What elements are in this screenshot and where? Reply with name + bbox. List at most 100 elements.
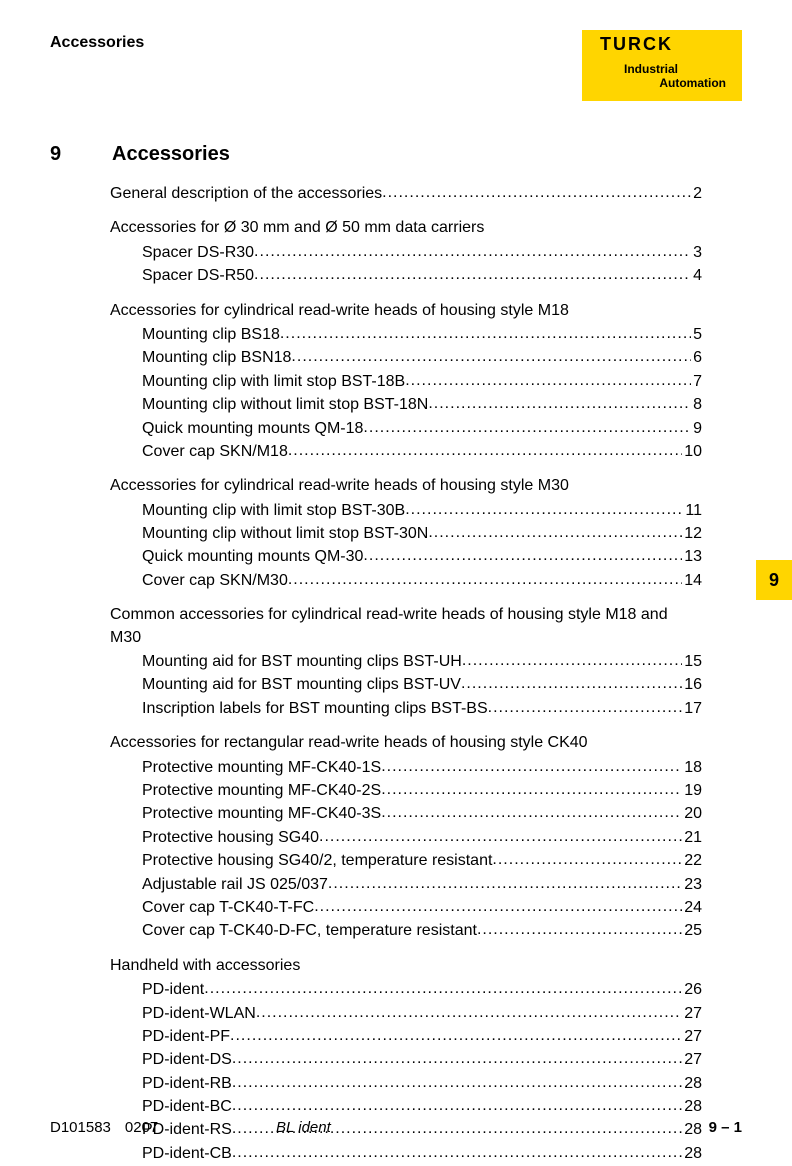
toc-entry-label: Protective housing SG40: [142, 827, 319, 849]
toc-leader-dots: [381, 779, 682, 795]
toc-entry-label: Cover cap T-CK40-D-FC, temperature resis…: [142, 920, 477, 942]
toc-entry: PD-ident 26: [142, 978, 702, 1001]
footer-page-number: 9 – 1: [709, 1119, 742, 1136]
toc-entry-page: 14: [682, 570, 702, 592]
toc-entry: Cover cap SKN/M1810: [142, 440, 702, 463]
toc-leader-dots: [488, 697, 683, 713]
brand-logo: TURCK Industrial Automation: [582, 30, 742, 101]
toc-section-heading: Accessories for cylindrical read-write h…: [110, 475, 702, 497]
toc-entry-label: Cover cap T-CK40-T-FC: [142, 897, 314, 919]
toc-entry: Mounting clip without limit stop BST-18N…: [142, 393, 702, 416]
toc-entry: Quick mounting mounts QM-189: [142, 417, 702, 440]
toc-entry-page: 13: [682, 546, 702, 568]
toc-entry: Mounting clip without limit stop BST-30N…: [142, 522, 702, 545]
footer-revision: 0207: [125, 1119, 158, 1136]
toc-section: Accessories for rectangular read-write h…: [70, 732, 702, 943]
toc-leader-dots: [291, 346, 691, 362]
toc-entry-page: 28: [682, 1096, 702, 1118]
toc-leader-dots: [232, 1048, 682, 1064]
toc-entry: Cover cap T-CK40-D-FC, temperature resis…: [142, 919, 702, 942]
toc-leader-dots: [254, 264, 691, 280]
toc-entry-label: PD-ident: [142, 979, 204, 1001]
toc-section-heading: Common accessories for cylindrical read-…: [110, 604, 702, 649]
toc-leader-dots: [462, 650, 682, 666]
toc-entry-page: 7: [691, 371, 702, 393]
toc-entry-page: 23: [682, 874, 702, 896]
toc-entry: Protective mounting MF-CK40-2S19: [142, 779, 702, 802]
toc-entry: Inscription labels for BST mounting clip…: [142, 697, 702, 720]
toc-leader-dots: [492, 849, 682, 865]
toc-entry-page: 27: [682, 1049, 702, 1071]
toc-leader-dots: [428, 522, 682, 538]
toc-entry-label: PD-ident-PF: [142, 1026, 230, 1048]
toc-entry-page: 11: [683, 500, 702, 522]
toc-entry-label: Mounting clip BSN18: [142, 347, 291, 369]
toc-entry-page: 25: [682, 920, 702, 942]
footer-product: BL ident: [276, 1119, 331, 1136]
toc-leader-dots: [405, 499, 683, 515]
toc-leader-dots: [381, 756, 682, 772]
toc-leader-dots: [232, 1095, 682, 1111]
toc-entry-label: Spacer DS-R50: [142, 265, 254, 287]
toc-section-heading: Accessories for rectangular read-write h…: [110, 732, 702, 754]
toc-leader-dots: [363, 545, 682, 561]
toc-entry-page: 20: [682, 803, 702, 825]
toc-entry-page: 16: [682, 674, 702, 696]
toc-entry-page: 24: [682, 897, 702, 919]
toc-entry: Spacer DS-R504: [142, 264, 702, 287]
toc-leader-dots: [232, 1072, 682, 1088]
toc-section-heading: Accessories for Ø 30 mm and Ø 50 mm data…: [110, 217, 702, 239]
toc-entry: Quick mounting mounts QM-3013: [142, 545, 702, 568]
toc-section: Accessories for cylindrical read-write h…: [70, 475, 702, 592]
toc-entry: General description of the accessories2: [110, 182, 702, 205]
toc-leader-dots: [230, 1025, 682, 1041]
logo-sub-line2: Automation: [586, 76, 734, 90]
toc-section: Accessories for cylindrical read-write h…: [70, 300, 702, 464]
toc-leader-dots: [363, 417, 691, 433]
toc-section-heading: Accessories for cylindrical read-write h…: [110, 300, 702, 322]
toc-entry-label: Inscription labels for BST mounting clip…: [142, 698, 488, 720]
toc-leader-dots: [232, 1142, 682, 1158]
toc-entry-label: Spacer DS-R30: [142, 242, 254, 264]
toc-entry-page: 27: [682, 1026, 702, 1048]
toc-section: Common accessories for cylindrical read-…: [70, 604, 702, 720]
toc-entry: Protective housing SG40 21: [142, 826, 702, 849]
toc-leader-dots: [405, 370, 691, 386]
toc-entry-page: 21: [682, 827, 702, 849]
toc-leader-dots: [461, 673, 682, 689]
toc-entry-page: 28: [682, 1073, 702, 1095]
toc-leader-dots: [381, 802, 682, 818]
toc-entry: Cover cap SKN/M30 14: [142, 569, 702, 592]
toc-leader-dots: [328, 873, 682, 889]
toc-entry-label: PD-ident-WLAN: [142, 1003, 256, 1025]
toc-entry-page: 26: [682, 979, 702, 1001]
toc-section-heading: Handheld with accessories: [110, 955, 702, 977]
toc-leader-dots: [382, 182, 691, 198]
toc-entry-label: Mounting clip with limit stop BST-30B: [142, 500, 405, 522]
toc-leader-dots: [288, 440, 682, 456]
toc-entry-page: 2: [691, 183, 702, 205]
toc-entry: Mounting clip with limit stop BST-30B 11: [142, 499, 702, 522]
toc-leader-dots: [428, 393, 691, 409]
toc-entry-page: 8: [691, 394, 702, 416]
toc-entry: Cover cap T-CK40-T-FC 24: [142, 896, 702, 919]
toc-entry-page: 15: [682, 651, 702, 673]
toc-entry-label: Quick mounting mounts QM-18: [142, 418, 363, 440]
toc-entry-label: Cover cap SKN/M30: [142, 570, 288, 592]
toc-entry: PD-ident-DS27: [142, 1048, 702, 1071]
logo-sub-line1: Industrial: [586, 62, 734, 76]
toc-entry-label: Adjustable rail JS 025/037: [142, 874, 328, 896]
running-title: Accessories: [50, 34, 144, 52]
toc-entry-page: 10: [682, 441, 702, 463]
section-thumb-tab: 9: [756, 560, 792, 600]
page: Accessories TURCK Industrial Automation …: [0, 0, 792, 1166]
toc-entry: Mounting clip with limit stop BST-18B7: [142, 370, 702, 393]
toc-entry-page: 19: [682, 780, 702, 802]
toc-entry-label: PD-ident-CB: [142, 1143, 232, 1165]
toc-entry-label: PD-ident-RB: [142, 1073, 232, 1095]
toc-entry-label: Protective housing SG40/2, temperature r…: [142, 850, 492, 872]
toc-entry: Protective mounting MF-CK40-1S18: [142, 756, 702, 779]
toc-entry: Protective housing SG40/2, temperature r…: [142, 849, 702, 872]
toc-entry-page: 3: [691, 242, 702, 264]
toc-leader-dots: [319, 826, 682, 842]
